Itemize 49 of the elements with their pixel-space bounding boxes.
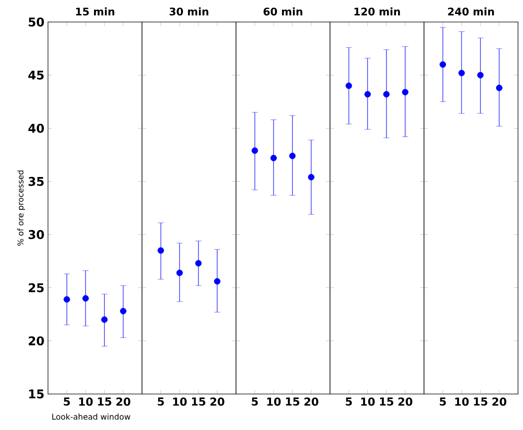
point [458,70,465,76]
x-tick-label: 15 [474,398,488,406]
x-tick-label: 20 [492,398,506,406]
x-tick-label: 5 [346,398,352,406]
point [176,270,183,276]
x-tick-label: 10 [361,398,375,406]
point [252,147,258,154]
y-tick-label: 35 [28,176,44,186]
x-tick-label: 15 [192,398,206,406]
chart-title: 60 min [264,7,302,16]
x-tick-label: 5 [64,398,70,406]
chart-title: 15 min [76,7,114,16]
point [496,84,502,92]
x-tick-label: 5 [158,398,164,406]
x-tick-label: 10 [79,398,93,406]
point [308,174,314,180]
chart-title: 120 min [354,7,400,16]
point [477,72,484,78]
x-tick-label: 20 [304,398,318,406]
point [64,296,70,303]
x-tick-label: 10 [173,398,187,406]
x-tick-label: 20 [398,398,412,406]
x-tick-label: 5 [252,398,258,406]
y-tick-label: 15 [29,390,44,398]
x-tick-label: 20 [116,398,130,406]
x-tick-label: 10 [267,398,281,406]
point [289,152,296,160]
y-tick-label: 50 [28,17,44,27]
chart-title: 30 min [170,7,208,16]
x-tick-label: 15 [380,398,394,406]
point [101,316,108,323]
y-tick-label: 20 [28,336,44,346]
x-tick-label: 15 [286,398,300,406]
y-tick-label: 40 [28,124,44,133]
point [214,278,220,285]
y-tick-label: 45 [28,70,44,80]
point [120,308,126,314]
point [270,154,277,162]
x-tick-label: 10 [455,398,469,406]
point [158,247,164,254]
chart-title: 240 min [448,7,494,16]
y-tick-label: 25 [28,283,44,292]
point [82,295,89,302]
point [440,61,446,68]
y-tick-label: 30 [28,230,44,240]
x-tick-label: 5 [440,398,446,406]
x-tick-label: 20 [210,398,224,406]
point [195,260,202,266]
x-tick-label: 15 [98,398,112,406]
